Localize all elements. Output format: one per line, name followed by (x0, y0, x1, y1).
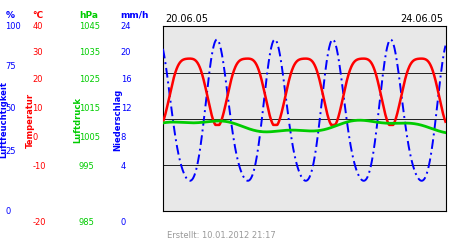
Text: 8: 8 (121, 133, 126, 142)
Text: 0: 0 (121, 218, 126, 227)
Text: 40: 40 (32, 22, 43, 31)
Text: 1025: 1025 (79, 76, 100, 84)
Text: Luftdruck: Luftdruck (73, 97, 82, 143)
Text: 12: 12 (121, 104, 131, 113)
Text: 10: 10 (32, 104, 43, 113)
Text: 1015: 1015 (79, 104, 100, 113)
Text: 24.06.05: 24.06.05 (400, 14, 443, 24)
Text: 30: 30 (32, 48, 43, 57)
Text: 985: 985 (79, 218, 94, 227)
Text: 1035: 1035 (79, 48, 100, 57)
Text: 20: 20 (32, 76, 43, 84)
Text: 1005: 1005 (79, 133, 100, 142)
Text: Temperatur: Temperatur (26, 92, 35, 148)
Text: Niederschlag: Niederschlag (113, 89, 122, 151)
Text: -20: -20 (32, 218, 46, 227)
Text: 20.06.05: 20.06.05 (165, 14, 208, 24)
Text: °C: °C (32, 10, 44, 20)
Text: 16: 16 (121, 76, 131, 84)
Text: mm/h: mm/h (121, 10, 149, 20)
Text: Luftfeuchtigkeit: Luftfeuchtigkeit (0, 82, 8, 158)
Text: %: % (5, 10, 14, 20)
Text: 1045: 1045 (79, 22, 100, 31)
Text: -10: -10 (32, 162, 46, 171)
Text: 20: 20 (121, 48, 131, 57)
Text: 100: 100 (5, 22, 21, 31)
Text: 50: 50 (5, 104, 16, 113)
Text: 25: 25 (5, 147, 16, 156)
Text: 75: 75 (5, 62, 16, 71)
Text: Erstellt: 10.01.2012 21:17: Erstellt: 10.01.2012 21:17 (167, 231, 276, 240)
Text: 0: 0 (5, 207, 11, 216)
Text: hPa: hPa (79, 10, 98, 20)
Text: 4: 4 (121, 162, 126, 171)
Text: 995: 995 (79, 162, 94, 171)
Text: 0: 0 (32, 133, 38, 142)
Text: 24: 24 (121, 22, 131, 31)
